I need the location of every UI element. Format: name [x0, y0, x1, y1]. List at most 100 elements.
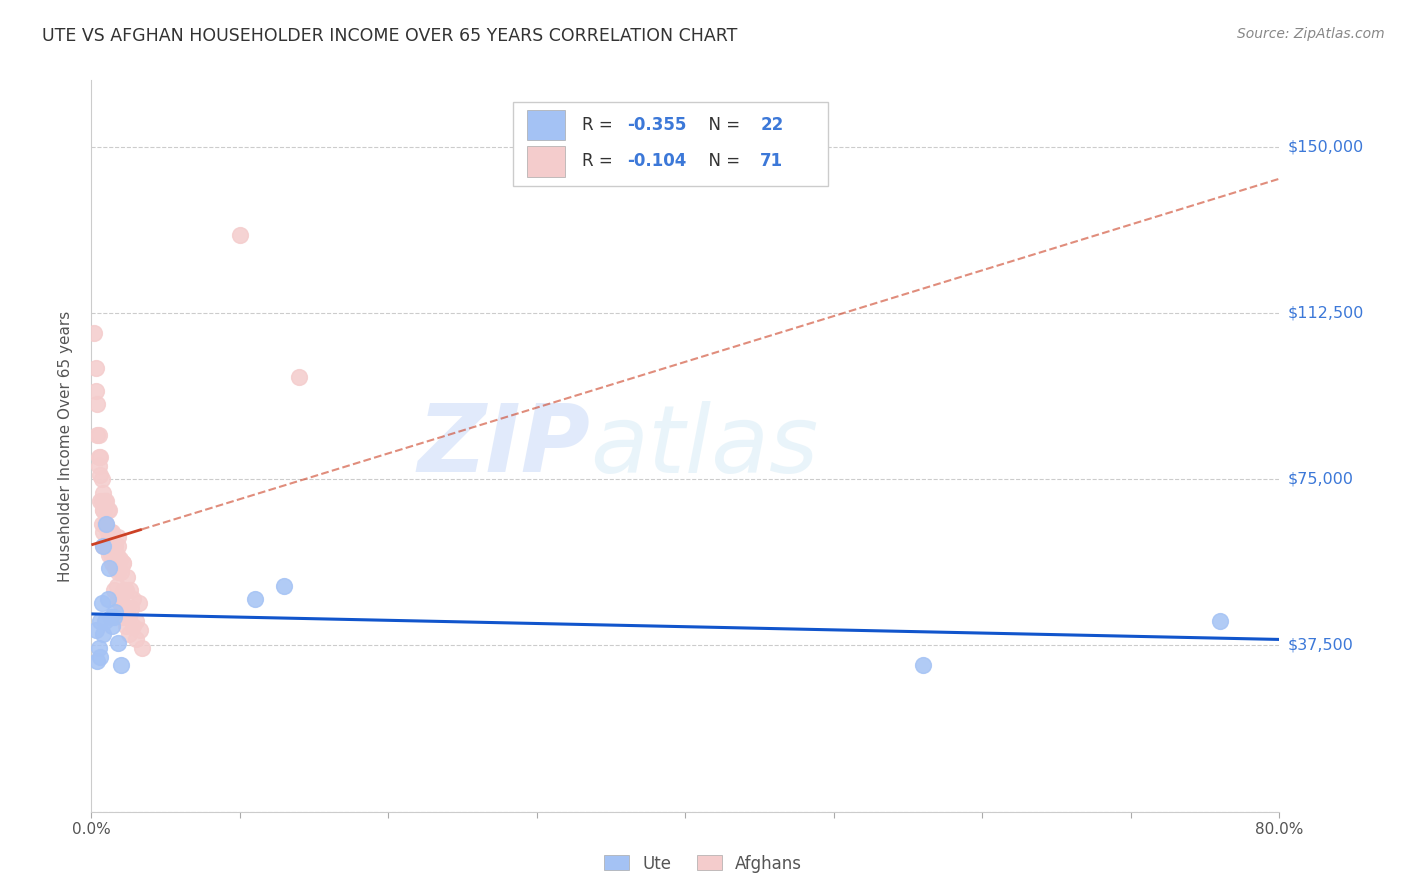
Text: ZIP: ZIP	[418, 400, 591, 492]
Point	[107, 636, 129, 650]
Point	[84, 361, 107, 376]
Point	[89, 450, 111, 464]
Text: $112,500: $112,500	[1288, 306, 1364, 320]
Text: UTE VS AFGHAN HOUSEHOLDER INCOME OVER 65 YEARS CORRELATION CHART: UTE VS AFGHAN HOUSEHOLDER INCOME OVER 65…	[42, 27, 738, 45]
Point	[98, 561, 121, 575]
Point	[118, 583, 141, 598]
FancyBboxPatch shape	[527, 146, 565, 177]
Point	[101, 557, 124, 571]
Point	[115, 600, 138, 615]
Point	[87, 640, 110, 655]
Point	[107, 566, 129, 580]
Point	[87, 428, 110, 442]
Text: -0.355: -0.355	[627, 116, 686, 134]
Point	[100, 548, 122, 562]
Point	[108, 596, 131, 610]
Point	[86, 654, 108, 668]
Text: Source: ZipAtlas.com: Source: ZipAtlas.com	[1237, 27, 1385, 41]
Point	[104, 561, 127, 575]
Point	[110, 658, 132, 673]
Point	[98, 530, 121, 544]
Text: 71: 71	[761, 153, 783, 170]
Point	[103, 539, 125, 553]
Y-axis label: Householder Income Over 65 years: Householder Income Over 65 years	[58, 310, 73, 582]
FancyBboxPatch shape	[527, 110, 565, 140]
Point	[89, 649, 111, 664]
Point	[103, 609, 125, 624]
Point	[111, 557, 134, 571]
Point	[89, 467, 111, 482]
Point	[122, 591, 145, 606]
Point	[100, 609, 122, 624]
Point	[131, 640, 153, 655]
Point	[128, 596, 150, 610]
Point	[86, 428, 108, 442]
Point	[97, 525, 120, 540]
Point	[125, 632, 148, 646]
Point	[91, 525, 114, 540]
Point	[96, 494, 118, 508]
Point	[105, 579, 128, 593]
Point	[117, 627, 139, 641]
Legend: Ute, Afghans: Ute, Afghans	[598, 848, 808, 880]
Point	[125, 614, 148, 628]
Point	[273, 579, 295, 593]
Point	[91, 485, 114, 500]
Point	[229, 228, 252, 243]
Point	[96, 539, 118, 553]
Point	[90, 596, 112, 610]
Text: -0.104: -0.104	[627, 153, 686, 170]
Point	[96, 516, 118, 531]
Text: R =: R =	[582, 153, 619, 170]
Point	[114, 583, 136, 598]
Point	[104, 539, 127, 553]
Point	[243, 591, 266, 606]
Point	[911, 658, 934, 673]
Text: R =: R =	[582, 116, 619, 134]
Point	[98, 503, 121, 517]
Point	[87, 450, 110, 464]
Point	[100, 525, 122, 540]
Text: N =: N =	[699, 153, 745, 170]
Point	[96, 516, 118, 531]
Point	[97, 591, 120, 606]
Point	[122, 618, 145, 632]
Point	[115, 570, 138, 584]
Point	[91, 539, 114, 553]
Point	[89, 494, 111, 508]
Point	[90, 494, 112, 508]
Text: atlas: atlas	[591, 401, 818, 491]
Point	[121, 600, 143, 615]
Point	[94, 494, 117, 508]
Point	[101, 525, 124, 540]
Text: N =: N =	[699, 116, 745, 134]
Point	[103, 552, 125, 566]
FancyBboxPatch shape	[513, 103, 828, 186]
Point	[87, 458, 110, 473]
Point	[107, 591, 129, 606]
Point	[111, 557, 134, 571]
Point	[86, 397, 108, 411]
Point	[91, 503, 114, 517]
Point	[97, 503, 120, 517]
Point	[111, 609, 134, 624]
Point	[107, 530, 129, 544]
Text: $150,000: $150,000	[1288, 139, 1364, 154]
Point	[129, 623, 152, 637]
Point	[101, 618, 124, 632]
Point	[97, 539, 120, 553]
Point	[103, 583, 125, 598]
Point	[112, 600, 135, 615]
Point	[108, 552, 131, 566]
Text: 22: 22	[761, 116, 783, 134]
Point	[114, 618, 136, 632]
Point	[98, 548, 121, 562]
Text: $75,000: $75,000	[1288, 472, 1354, 487]
Point	[91, 539, 114, 553]
Point	[91, 503, 114, 517]
Point	[83, 326, 105, 340]
Point	[90, 472, 112, 486]
Point	[105, 548, 128, 562]
Point	[89, 614, 111, 628]
Point	[90, 516, 112, 531]
